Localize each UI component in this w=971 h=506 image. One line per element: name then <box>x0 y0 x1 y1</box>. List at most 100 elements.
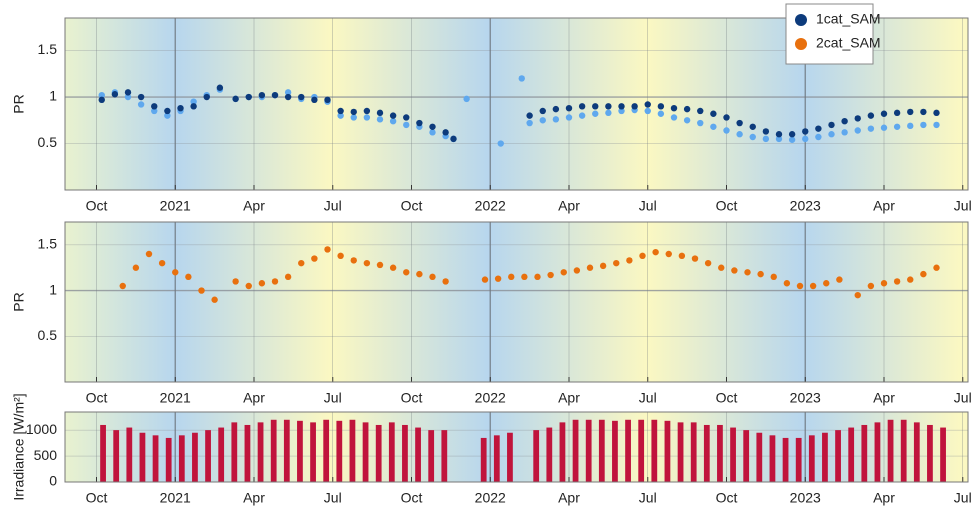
legend-label: 1cat_SAM <box>816 11 881 27</box>
point <box>526 119 533 127</box>
bar <box>913 422 920 482</box>
point <box>605 109 612 117</box>
x-tick-label: Apr <box>558 390 580 406</box>
point <box>98 96 105 104</box>
point <box>592 110 599 117</box>
point <box>691 255 699 262</box>
point <box>770 273 777 281</box>
y-axis-label: PR <box>11 292 27 311</box>
point <box>552 116 560 123</box>
bar <box>848 427 855 482</box>
point <box>198 287 205 294</box>
point <box>578 112 586 119</box>
bar <box>480 437 487 482</box>
point <box>151 103 158 110</box>
x-tick-label: Oct <box>86 198 108 214</box>
point <box>376 261 384 269</box>
point <box>880 280 888 287</box>
point <box>521 273 528 281</box>
point <box>605 103 612 110</box>
point <box>657 110 665 117</box>
point <box>618 103 625 110</box>
bar <box>297 420 303 482</box>
point <box>710 123 717 130</box>
point <box>539 117 546 124</box>
bar <box>559 422 566 482</box>
point <box>311 255 318 262</box>
point <box>815 125 822 132</box>
point <box>933 264 940 271</box>
point <box>841 129 848 136</box>
y-axis-label: PR <box>11 94 27 113</box>
point <box>337 107 344 115</box>
point <box>311 96 318 104</box>
bar <box>126 427 133 482</box>
point <box>185 273 192 281</box>
y-tick-label: 0.5 <box>38 327 58 343</box>
bar <box>730 427 736 482</box>
point <box>124 89 132 96</box>
x-tick-label: 2022 <box>475 198 506 214</box>
bar <box>218 427 225 482</box>
point <box>788 131 796 138</box>
bar <box>165 437 172 482</box>
point <box>823 280 830 287</box>
point <box>867 282 875 290</box>
bar <box>690 422 697 482</box>
x-tick-label: Oct <box>401 490 423 506</box>
point <box>497 140 504 147</box>
bar <box>310 422 316 482</box>
point <box>164 107 171 115</box>
point <box>429 123 436 130</box>
point <box>494 275 502 282</box>
point <box>893 109 901 117</box>
point <box>907 276 914 283</box>
x-tick-label: Apr <box>243 490 265 506</box>
point <box>828 121 835 129</box>
point <box>783 280 791 287</box>
point <box>450 135 457 143</box>
bar <box>572 419 579 482</box>
y-tick-label: 1.5 <box>38 41 58 57</box>
bar <box>756 432 763 482</box>
x-tick-label: Apr <box>873 490 895 506</box>
point <box>854 291 861 299</box>
point <box>578 103 586 110</box>
point <box>552 105 560 113</box>
point <box>639 252 646 260</box>
y-tick-label: 0.5 <box>38 134 58 150</box>
point <box>137 93 145 101</box>
plot-background <box>65 222 968 382</box>
point <box>573 267 581 274</box>
point <box>841 118 848 125</box>
x-tick-label: 2023 <box>790 490 821 506</box>
plot-background <box>65 412 968 482</box>
point <box>723 114 730 121</box>
point <box>618 107 625 115</box>
point <box>245 93 252 101</box>
point <box>232 95 239 103</box>
point <box>284 93 292 101</box>
point <box>429 273 436 281</box>
bar <box>402 424 408 482</box>
bar <box>178 435 185 482</box>
point <box>565 114 573 121</box>
point <box>376 109 384 117</box>
bar <box>677 422 684 482</box>
point <box>802 128 809 135</box>
point <box>258 280 266 287</box>
point <box>796 282 804 290</box>
point <box>363 259 371 267</box>
point <box>137 101 145 108</box>
point <box>350 108 357 116</box>
point <box>893 123 901 130</box>
x-tick-label: Oct <box>401 390 423 406</box>
x-tick-label: Jul <box>639 490 657 506</box>
point <box>880 110 888 117</box>
point <box>652 248 659 256</box>
point <box>697 119 704 127</box>
bar <box>703 424 710 482</box>
point <box>731 267 738 274</box>
point <box>626 257 633 264</box>
